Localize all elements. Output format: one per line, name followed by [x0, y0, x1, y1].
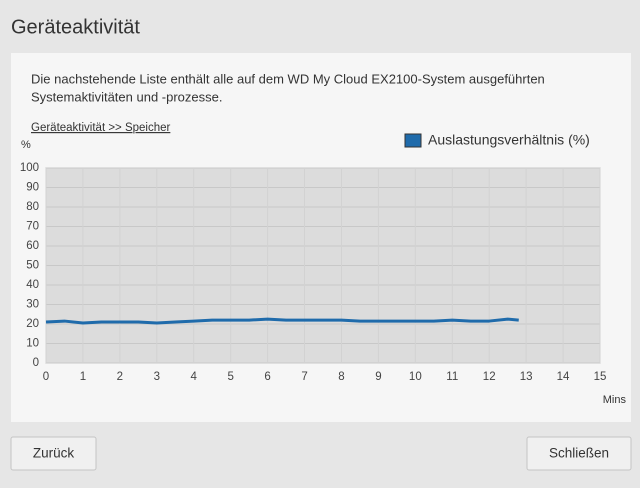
x-tick-label: 2: [117, 371, 123, 383]
x-tick-label: 12: [483, 371, 496, 383]
description-line: Systemaktivitäten und -prozesse.: [31, 89, 222, 104]
x-tick-label: 14: [557, 371, 570, 383]
y-axis-label: %: [21, 139, 31, 151]
y-tick-label: 80: [26, 201, 39, 213]
back-button[interactable]: [10, 436, 97, 471]
x-tick-label: 8: [338, 371, 344, 383]
x-tick-label: 4: [191, 371, 198, 383]
y-tick-label: 0: [33, 357, 39, 369]
y-tick-label: 30: [26, 299, 39, 311]
x-tick-label: 11: [446, 371, 458, 383]
legend-swatch: [404, 133, 422, 148]
y-tick-label: 100: [20, 162, 39, 174]
y-tick-label: 10: [26, 338, 39, 350]
y-tick-label: 50: [26, 260, 39, 272]
x-tick-label: 15: [594, 371, 607, 383]
x-tick-label: 3: [154, 371, 160, 383]
y-tick-label: 40: [26, 279, 39, 291]
y-tick-label: 70: [26, 221, 39, 233]
x-tick-label: 13: [520, 371, 533, 383]
y-tick-label: 20: [26, 318, 39, 330]
y-tick-label: 60: [26, 240, 39, 252]
close-button[interactable]: [526, 436, 632, 471]
x-tick-label: 10: [409, 371, 422, 383]
x-tick-label: 1: [80, 371, 86, 383]
data-line: [45, 317, 519, 325]
x-tick-label: 5: [227, 371, 233, 383]
x-axis-label: Mins: [603, 394, 627, 406]
legend-label: Auslastungsverhältnis (%): [428, 132, 590, 148]
y-tick-label: 90: [26, 182, 39, 194]
x-tick-label: 7: [301, 371, 307, 383]
back-button-label: Zurück: [33, 446, 75, 461]
x-tick-label: 6: [264, 371, 270, 383]
breadcrumb-link[interactable]: Geräteaktivität >> Speicher: [31, 122, 171, 134]
x-tick-label: 0: [43, 371, 49, 383]
dialog-title: Geräteaktivität: [11, 16, 140, 38]
x-tick-label: 9: [375, 371, 381, 383]
close-button-label: Schließen: [549, 446, 609, 461]
description-line: Die nachstehende Liste enthält alle auf …: [31, 71, 545, 86]
